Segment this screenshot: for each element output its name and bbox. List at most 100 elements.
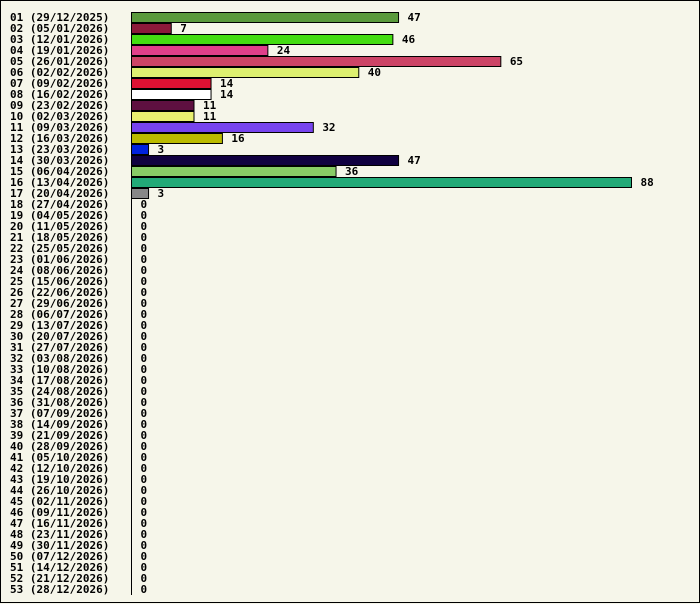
bar: [131, 12, 400, 23]
category-label: 19 (04/05/2026): [10, 209, 109, 222]
category-label: 49 (30/11/2026): [10, 539, 109, 552]
category-label: 37 (07/09/2026): [10, 407, 109, 420]
bar: [131, 45, 269, 56]
category-label: 20 (11/05/2026): [10, 220, 109, 233]
value-label: 7: [180, 22, 187, 35]
category-label: 02 (05/01/2026): [10, 22, 109, 35]
category-label: 51 (14/12/2026): [10, 561, 109, 574]
bar: [131, 56, 502, 67]
category-label: 11 (09/03/2026): [10, 121, 109, 134]
category-label: 17 (20/04/2026): [10, 187, 109, 200]
bar: [131, 67, 360, 78]
value-label: 0: [141, 528, 148, 541]
category-label: 44 (26/10/2026): [10, 484, 109, 497]
category-label: 32 (03/08/2026): [10, 352, 109, 365]
bars: [131, 12, 632, 199]
category-label: 16 (13/04/2026): [10, 176, 109, 189]
category-label: 33 (10/08/2026): [10, 363, 109, 376]
category-label: 21 (18/05/2026): [10, 231, 109, 244]
category-label: 39 (21/09/2026): [10, 429, 109, 442]
value-label: 0: [141, 220, 148, 233]
bar: [131, 34, 394, 45]
value-label: 0: [141, 385, 148, 398]
value-label: 0: [141, 451, 148, 464]
value-label: 0: [141, 308, 148, 321]
value-label: 0: [141, 374, 148, 387]
category-label: 06 (02/02/2026): [10, 66, 109, 79]
value-label: 0: [141, 297, 148, 310]
value-label: 46: [402, 33, 416, 46]
category-label: 42 (12/10/2026): [10, 462, 109, 475]
category-label: 29 (13/07/2026): [10, 319, 109, 332]
bar: [131, 89, 212, 100]
category-label: 15 (06/04/2026): [10, 165, 109, 178]
category-label: 12 (16/03/2026): [10, 132, 109, 145]
value-label: 3: [158, 187, 165, 200]
category-label: 14 (30/03/2026): [10, 154, 109, 167]
bar: [131, 23, 172, 34]
value-label: 0: [141, 352, 148, 365]
value-label: 0: [141, 363, 148, 376]
category-label: 27 (29/06/2026): [10, 297, 109, 310]
category-label: 36 (31/08/2026): [10, 396, 109, 409]
bar: [131, 133, 223, 144]
value-label: 0: [141, 484, 148, 497]
category-label: 25 (15/06/2026): [10, 275, 109, 288]
value-label: 40: [368, 66, 381, 79]
category-label: 48 (23/11/2026): [10, 528, 109, 541]
value-label: 11: [203, 110, 217, 123]
value-label: 0: [141, 572, 148, 585]
value-label: 0: [141, 561, 148, 574]
value-label: 0: [141, 550, 148, 563]
category-label: 26 (22/06/2026): [10, 286, 109, 299]
value-label: 0: [141, 583, 148, 596]
category-label: 43 (19/10/2026): [10, 473, 109, 486]
value-label: 65: [510, 55, 523, 68]
category-label: 38 (14/09/2026): [10, 418, 109, 431]
value-label: 0: [141, 440, 148, 453]
value-label: 32: [322, 121, 335, 134]
value-label: 14: [220, 88, 234, 101]
value-label: 3: [158, 143, 165, 156]
value-label: 0: [141, 539, 148, 552]
value-label: 24: [277, 44, 291, 57]
bar: [131, 166, 337, 177]
bar: [131, 100, 195, 111]
category-label: 08 (16/02/2026): [10, 88, 109, 101]
value-label: 0: [141, 209, 148, 222]
category-label: 52 (21/12/2026): [10, 572, 109, 585]
value-label: 36: [345, 165, 359, 178]
value-label: 0: [141, 429, 148, 442]
category-label: 24 (08/06/2026): [10, 264, 109, 277]
value-label: 0: [141, 198, 148, 211]
category-label: 34 (17/08/2026): [10, 374, 109, 387]
bar: [131, 122, 314, 133]
category-label: 50 (07/12/2026): [10, 550, 109, 563]
value-label: 0: [141, 495, 148, 508]
value-label: 0: [141, 341, 148, 354]
value-label: 0: [141, 473, 148, 486]
value-label: 0: [141, 517, 148, 530]
bar: [131, 188, 150, 199]
category-label: 22 (25/05/2026): [10, 242, 109, 255]
category-label: 04 (19/01/2026): [10, 44, 109, 57]
value-label: 88: [641, 176, 654, 189]
value-label: 0: [141, 462, 148, 475]
value-label: 0: [141, 330, 148, 343]
category-label: 05 (26/01/2026): [10, 55, 109, 68]
bar: [131, 78, 212, 89]
value-labels: 4774624654014141111321634736883000000000…: [141, 11, 654, 596]
value-label: 0: [141, 231, 148, 244]
category-label: 03 (12/01/2026): [10, 33, 109, 46]
value-label: 14: [220, 77, 234, 90]
value-label: 0: [141, 286, 148, 299]
category-label: 01 (29/12/2025): [10, 11, 109, 24]
category-label: 45 (02/11/2026): [10, 495, 109, 508]
category-label: 53 (28/12/2026): [10, 583, 109, 596]
category-label: 30 (20/07/2026): [10, 330, 109, 343]
value-label: 47: [408, 11, 421, 24]
category-label: 46 (09/11/2026): [10, 506, 109, 519]
value-label: 11: [203, 99, 217, 112]
